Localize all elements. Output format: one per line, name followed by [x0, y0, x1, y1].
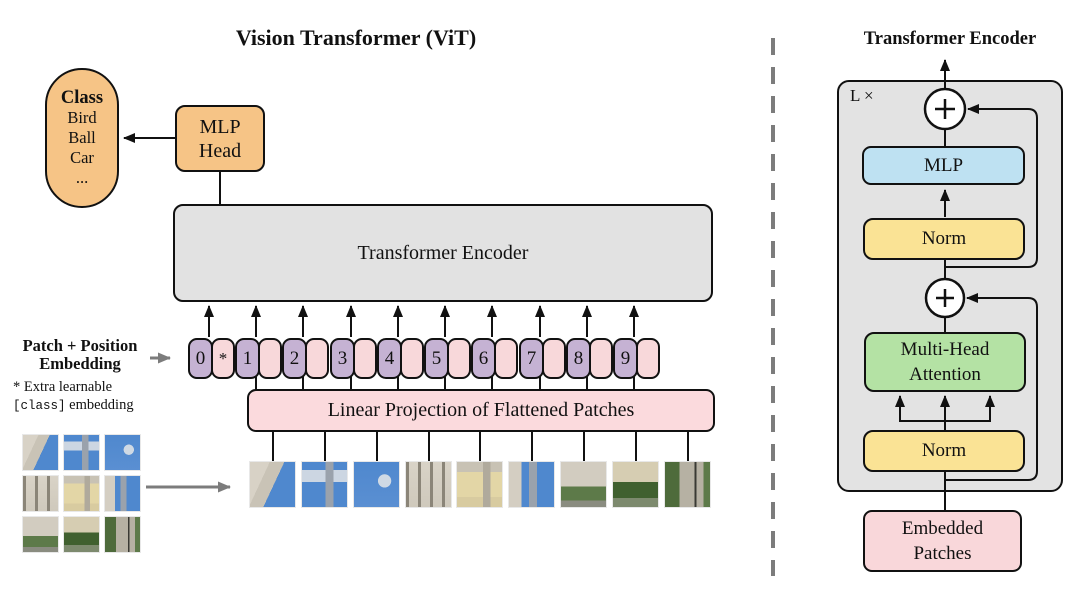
mlp-box: MLP	[862, 146, 1025, 185]
top-plus-icon	[923, 87, 967, 131]
source-image-tile	[105, 517, 140, 552]
class-output-oval: Class Bird Ball Car ...	[45, 68, 119, 208]
patch-embedding	[353, 338, 377, 379]
patch-embedding	[400, 338, 424, 379]
class-header: Class	[60, 88, 104, 108]
flattened-patch	[302, 462, 347, 507]
residual-to-top-plus	[945, 104, 1038, 268]
flattened-patch	[354, 462, 399, 507]
position-embedding: 4	[377, 338, 402, 379]
class-item: Bird	[67, 108, 97, 127]
multi-head-attention-box: Multi-Head Attention	[864, 332, 1026, 392]
mlp-head-box: MLP Head	[175, 105, 265, 172]
source-image-tile	[23, 435, 58, 470]
patch-embedding	[447, 338, 471, 379]
source-image-tile	[105, 435, 140, 470]
patch-embedding	[636, 338, 660, 379]
source-image-tile	[105, 476, 140, 511]
residual-to-mid-plus	[945, 293, 1038, 481]
token-pair-4: 4	[377, 338, 424, 379]
position-embedding: 9	[613, 338, 638, 379]
flattened-patch	[561, 462, 606, 507]
token-pair-6: 6	[471, 338, 518, 379]
norm-box-bottom: Norm	[863, 430, 1025, 472]
flattened-patch	[406, 462, 451, 507]
position-embedding: 2	[282, 338, 307, 379]
gray-arrows	[146, 352, 231, 493]
position-embedding: 0	[188, 338, 213, 379]
footnote-line1: * Extra learnable	[13, 379, 113, 395]
class-item: Car	[70, 148, 94, 167]
class-item: ...	[75, 168, 89, 187]
flattened-patch	[665, 462, 710, 507]
position-embedding: 3	[330, 338, 355, 379]
mid-plus-icon	[924, 277, 966, 319]
norm-box-top: Norm	[863, 218, 1025, 260]
linear-projection-box: Linear Projection of Flattened Patches	[247, 389, 715, 432]
patch-embedding	[589, 338, 613, 379]
patch-position-label: Patch + Position Embedding	[22, 336, 138, 373]
token-pair-3: 3	[330, 338, 377, 379]
class-item: Ball	[68, 128, 96, 147]
position-embedding: 7	[519, 338, 544, 379]
source-image-tile	[23, 517, 58, 552]
footnote-line2: [class] embedding	[13, 397, 134, 413]
embedded-patches-box: Embedded Patches	[863, 510, 1022, 572]
patch-embedding	[542, 338, 566, 379]
token-pair-0: 0 *	[188, 338, 235, 379]
source-image-tile	[64, 476, 99, 511]
source-image-tile	[64, 435, 99, 470]
class-token: *	[211, 338, 235, 379]
flattened-patch	[613, 462, 658, 507]
loop-count-label: L ×	[850, 86, 874, 105]
flattened-patch	[250, 462, 295, 507]
patch-embedding	[305, 338, 329, 379]
right-title: Transformer Encoder	[863, 29, 1037, 49]
position-embedding: 6	[471, 338, 496, 379]
token-pair-2: 2	[282, 338, 329, 379]
flattened-patch	[457, 462, 502, 507]
position-embedding: 5	[424, 338, 449, 379]
token-pair-1: 1	[235, 338, 282, 379]
left-title: Vision Transformer (ViT)	[235, 25, 477, 50]
token-pair-8: 8	[566, 338, 613, 379]
token-pair-7: 7	[519, 338, 566, 379]
patch-embedding	[258, 338, 282, 379]
flattened-patch	[509, 462, 554, 507]
token-pair-5: 5	[424, 338, 471, 379]
transformer-encoder-box: Transformer Encoder	[173, 204, 713, 302]
right-wiring	[895, 59, 1038, 512]
patch-embedding	[494, 338, 518, 379]
position-embedding: 8	[566, 338, 591, 379]
source-image-tile	[64, 517, 99, 552]
class-token-code: [class]	[13, 399, 66, 413]
token-pair-9: 9	[613, 338, 660, 379]
position-embedding: 1	[235, 338, 260, 379]
source-image-tile	[23, 476, 58, 511]
